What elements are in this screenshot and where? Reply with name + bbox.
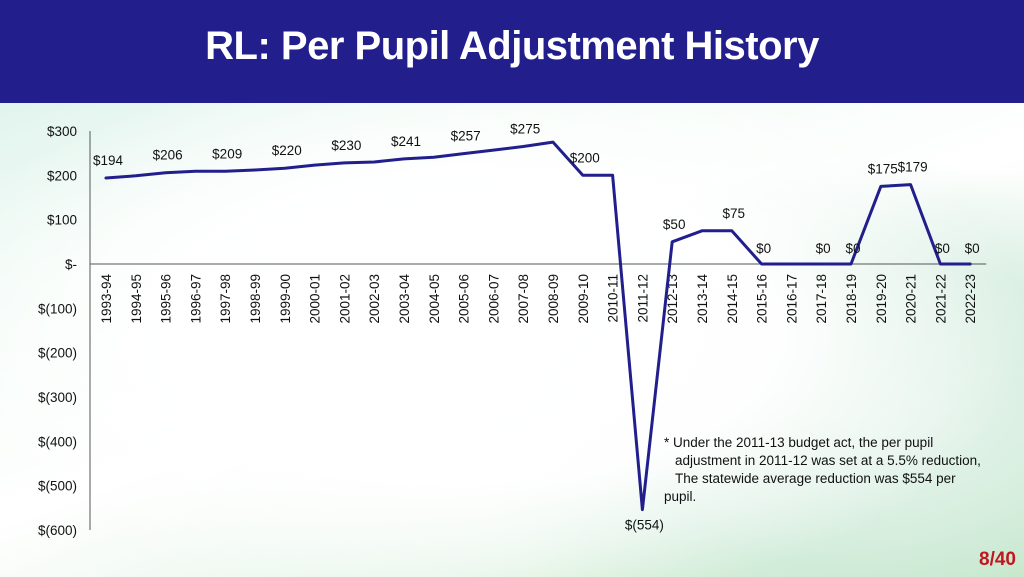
x-tick-label: 2003-04 xyxy=(397,274,412,324)
y-tick-label: $(500) xyxy=(38,479,77,494)
x-tick-label: 2018-19 xyxy=(844,274,859,324)
y-tick-label: $(300) xyxy=(38,390,77,405)
data-label: $257 xyxy=(451,129,481,144)
x-tick-label: 2013-14 xyxy=(695,274,710,324)
footnote-line: * Under the 2011-13 budget act, the per … xyxy=(664,435,934,450)
x-tick-label: 2021-22 xyxy=(933,274,948,324)
data-label: $0 xyxy=(935,241,950,256)
y-tick-label: $100 xyxy=(47,213,77,228)
x-tick-label: 1993-94 xyxy=(99,274,114,324)
data-label: $200 xyxy=(570,150,600,165)
y-tick-label: $300 xyxy=(47,124,77,139)
x-tick-label: 2006-07 xyxy=(486,274,501,324)
footnote-line: adjustment in 2011-12 was set at a 5.5% … xyxy=(675,453,981,468)
data-label: $0 xyxy=(756,241,771,256)
y-tick-label: $(200) xyxy=(38,346,77,361)
data-labels: $194 $206 $209 $220 $230 $241 $257 $275 $200 $(55… xyxy=(93,122,980,533)
data-label: $194 xyxy=(93,153,124,168)
data-label: $(554) xyxy=(625,518,664,533)
x-tick-label: 2017-18 xyxy=(814,274,829,324)
data-label: $230 xyxy=(331,138,361,153)
data-label: $209 xyxy=(212,146,242,161)
x-tick-label: 2016-17 xyxy=(784,274,799,324)
x-tick-label: 2015-16 xyxy=(755,274,770,324)
slide-header: RL: Per Pupil Adjustment History xyxy=(0,0,1024,103)
data-label: $75 xyxy=(723,206,746,221)
data-label: $241 xyxy=(391,134,421,149)
y-tick-label: $(600) xyxy=(38,523,77,538)
data-label: $0 xyxy=(845,241,860,256)
y-tick-label: $(400) xyxy=(38,434,77,449)
slide-title: RL: Per Pupil Adjustment History xyxy=(205,24,819,68)
data-label: $206 xyxy=(153,148,183,163)
y-axis: $300 $200 $100 $- $(100) $(200) $(300) $(400) $(… xyxy=(38,124,91,538)
data-label: $275 xyxy=(510,122,540,137)
x-tick-label: 2000-01 xyxy=(308,274,323,324)
series-polyline xyxy=(104,140,972,512)
x-tick-label: 2010-11 xyxy=(606,274,621,323)
x-tick-label: 2020-21 xyxy=(904,274,919,324)
y-tick-label: $200 xyxy=(47,168,77,183)
x-tick-label: 2007-08 xyxy=(516,274,531,324)
data-label: $179 xyxy=(898,160,928,175)
x-tick-label: 2008-09 xyxy=(546,274,561,324)
x-axis: 1993-94 1994-95 1995-96 1996-97 1997-98 1998-… xyxy=(90,263,987,324)
x-tick-label: 1997-98 xyxy=(218,274,233,324)
x-tick-label: 1999-00 xyxy=(278,274,293,324)
data-label: $175 xyxy=(868,161,898,176)
y-tick-label: $- xyxy=(65,257,77,272)
x-tick-label: 2004-05 xyxy=(427,274,442,324)
x-tick-label: 2019-20 xyxy=(874,274,889,324)
footnote-line: The statewide average reduction was $554… xyxy=(675,471,956,486)
x-tick-label: 2011-12 xyxy=(635,274,650,323)
x-tick-label: 2009-10 xyxy=(576,274,591,324)
x-tick-label: 2022-23 xyxy=(963,274,978,324)
x-tick-label: 2005-06 xyxy=(457,274,472,324)
x-tick-label: 1996-97 xyxy=(188,274,203,324)
data-label: $220 xyxy=(272,143,302,158)
data-label: $0 xyxy=(816,241,831,256)
footnote: * Under the 2011-13 budget act, the per … xyxy=(664,434,1016,506)
x-tick-label: 1998-99 xyxy=(248,274,263,324)
data-label: $0 xyxy=(965,241,980,256)
x-tick-label: 1995-96 xyxy=(159,274,174,324)
series-line xyxy=(104,140,972,512)
x-tick-label: 1994-95 xyxy=(129,274,144,324)
data-label: $50 xyxy=(663,217,686,232)
x-tick-label: 2002-03 xyxy=(367,274,382,324)
page-number: 8/40 xyxy=(979,549,1016,570)
footnote-line: pupil. xyxy=(664,489,697,504)
x-tick-label: 2001-02 xyxy=(337,274,352,324)
x-tick-label: 2012-13 xyxy=(665,274,680,324)
y-tick-label: $(100) xyxy=(38,301,77,316)
x-tick-label: 2014-15 xyxy=(725,274,740,324)
